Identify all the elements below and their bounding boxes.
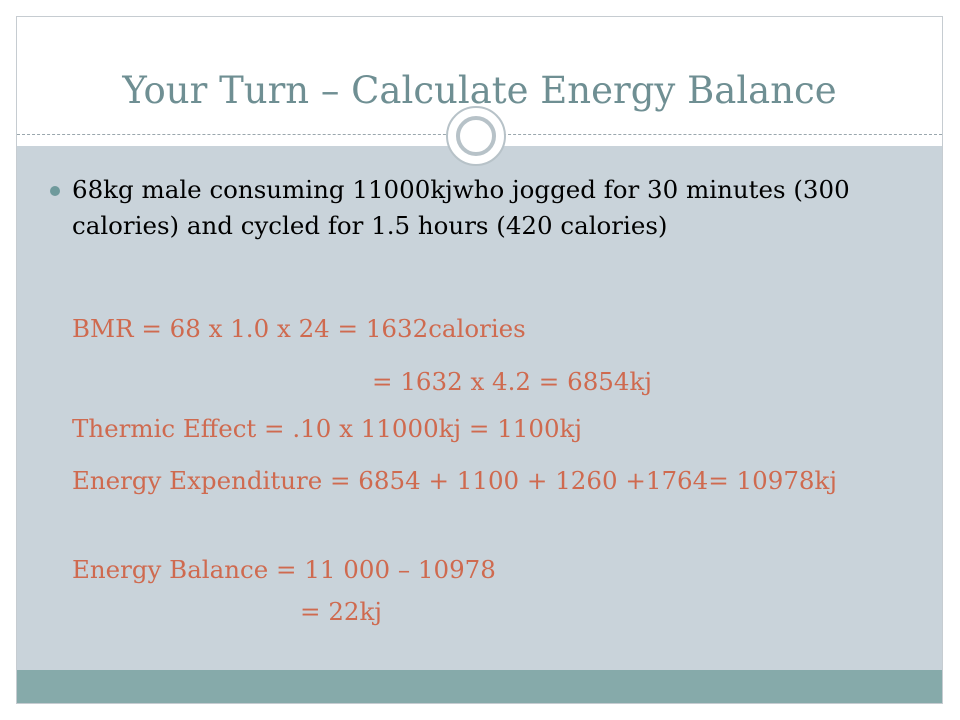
calc-balance-line: Energy Balance = 11 000 – 10978	[72, 555, 496, 584]
calc-bmr-conversion-line: = 1632 x 4.2 = 6854kj	[372, 367, 652, 396]
content-panel	[17, 146, 942, 670]
slide-title: Your Turn – Calculate Energy Balance	[122, 69, 837, 112]
calc-bmr-line: BMR = 68 x 1.0 x 24 = 1632calories	[72, 314, 526, 343]
slide-frame	[16, 16, 943, 704]
calc-thermic-line: Thermic Effect = .10 x 11000kj = 1100kj	[72, 414, 583, 443]
bullet-text: 68kg male consuming 11000kjwho jogged fo…	[72, 175, 850, 240]
calc-expenditure-line: Energy Expenditure = 6854 + 1100 + 1260 …	[72, 466, 837, 495]
circle-ornament-icon	[446, 106, 506, 166]
footer-bar	[17, 670, 942, 703]
bullet-dot-icon	[50, 186, 60, 196]
circle-ornament-inner	[456, 116, 496, 156]
calc-balance-result-line: = 22kj	[300, 597, 382, 626]
